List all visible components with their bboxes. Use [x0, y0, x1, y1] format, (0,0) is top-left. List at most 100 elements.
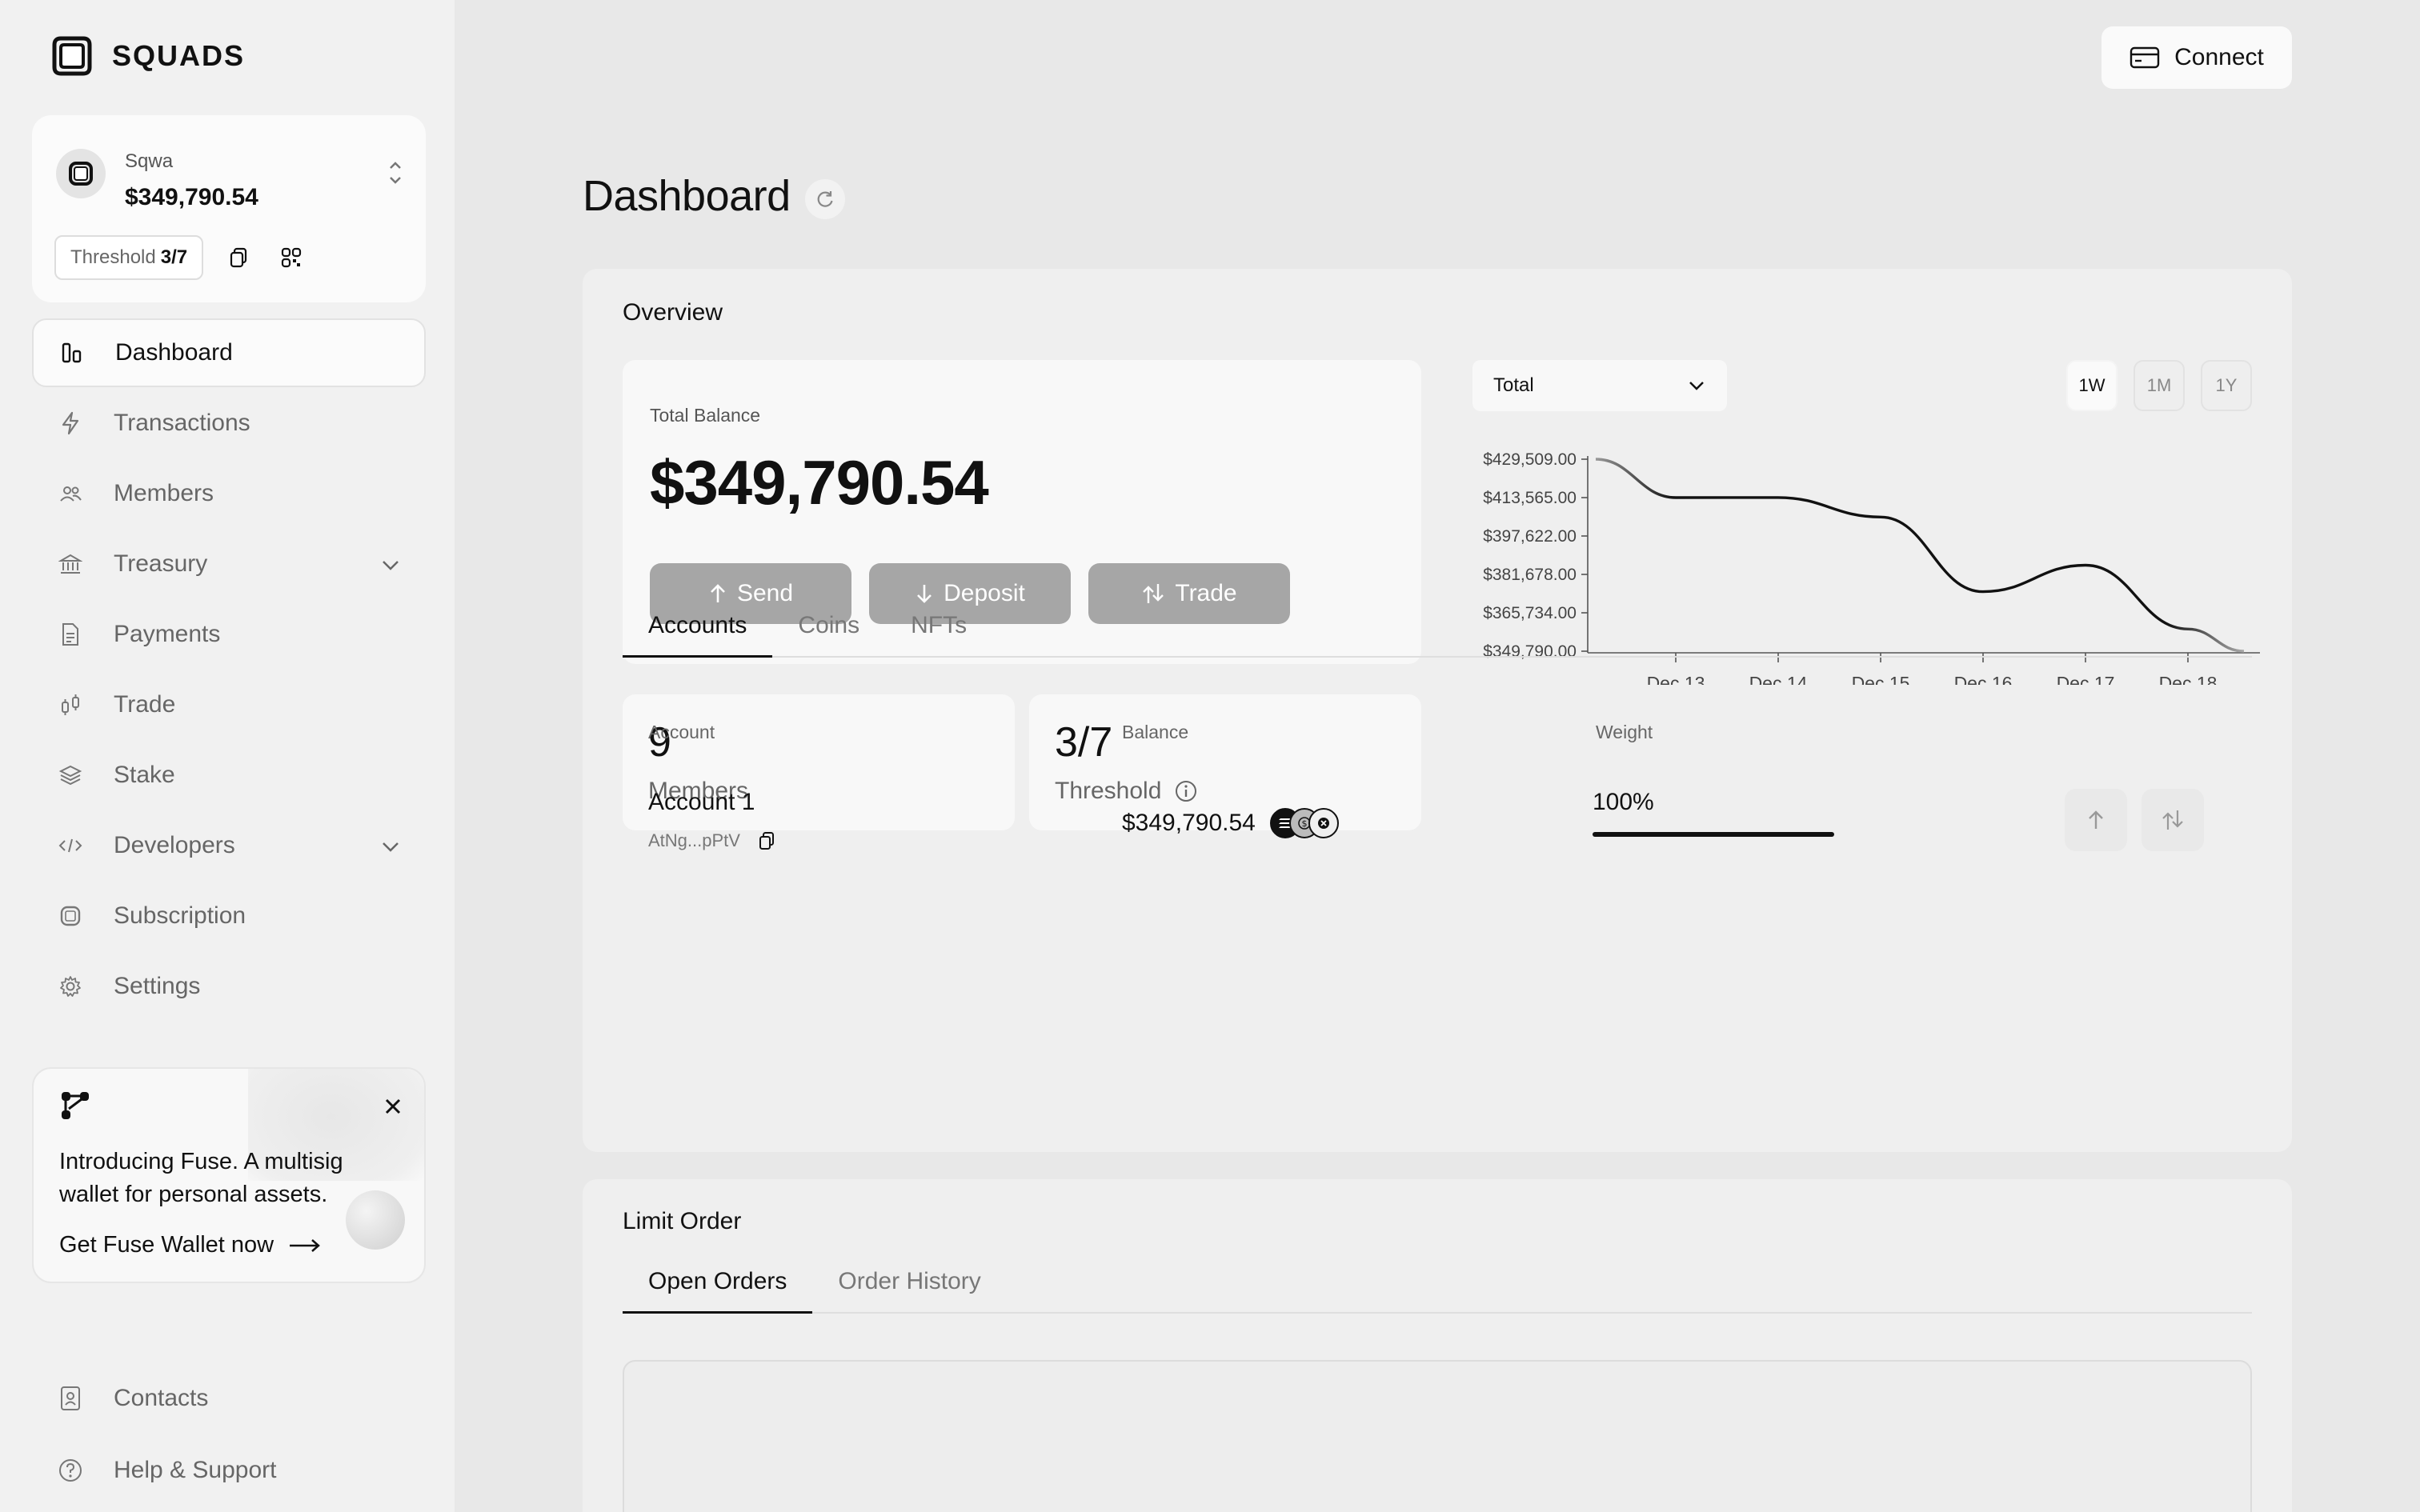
tab-coins[interactable]: Coins — [798, 612, 860, 638]
account-balance-cell: $349,790.54 $ — [1122, 808, 1339, 838]
x-tick-label: Dec 14 — [1749, 673, 1808, 685]
squads-logo-icon — [52, 36, 92, 76]
nav-item-treasury[interactable]: Treasury — [32, 530, 426, 598]
squads-icon — [58, 903, 83, 929]
limit-order-panel: Limit Order Open Orders Order History — [583, 1179, 2292, 1512]
gear-icon — [58, 974, 83, 999]
account-name: Account 1 — [648, 789, 755, 815]
tab-accounts[interactable]: Accounts — [623, 595, 773, 658]
get-fuse-link[interactable]: Get Fuse Wallet now — [59, 1232, 322, 1258]
nav-label: Members — [114, 480, 214, 506]
column-header-balance: Balance — [1122, 722, 1189, 742]
trade-label: Trade — [1175, 580, 1237, 606]
chevron-down-icon[interactable] — [379, 554, 402, 576]
swap-icon — [1143, 584, 1164, 603]
nav-item-transactions[interactable]: Transactions — [32, 389, 426, 458]
nav-label: Payments — [114, 621, 221, 647]
bottom-nav: Contacts Help & Support — [32, 1363, 426, 1507]
limit-order-tabs: Open Orders Order History — [623, 1251, 2252, 1314]
wallet-switcher[interactable]: Sqwa $349,790.54 Threshold 3/7 — [32, 115, 426, 302]
nav-label: Subscription — [114, 902, 246, 929]
range-1y-button[interactable]: 1Y — [2201, 360, 2252, 411]
card-icon — [2130, 46, 2160, 69]
promo-link-label: Get Fuse Wallet now — [59, 1232, 274, 1258]
column-header-account: Account — [648, 722, 715, 742]
promo-text: Introducing Fuse. A multisig wallet for … — [59, 1149, 343, 1207]
refresh-icon — [817, 191, 833, 207]
y-axis: $429,509.00 $413,565.00 $397,622.00 $381,67… — [1483, 450, 1589, 661]
account-send-button[interactable] — [2065, 789, 2127, 851]
lightning-icon — [58, 410, 83, 436]
fuse-logo-icon — [62, 1092, 89, 1119]
range-1w-button[interactable]: 1W — [2066, 360, 2118, 411]
chevron-down-icon[interactable] — [379, 835, 402, 858]
svg-text:$: $ — [1301, 818, 1307, 829]
x-tick-label: Dec 17 — [2057, 673, 2115, 685]
info-icon[interactable] — [1174, 779, 1198, 803]
copy-icon[interactable] — [758, 831, 775, 850]
tab-nfts[interactable]: NFTs — [911, 612, 968, 638]
nav-label: Developers — [114, 832, 235, 858]
nav-label: Dashboard — [115, 339, 233, 366]
nav-item-help[interactable]: Help & Support — [32, 1435, 426, 1506]
deposit-button[interactable]: Deposit — [869, 563, 1071, 624]
chevron-up-down-icon[interactable] — [386, 155, 405, 190]
nav-item-contacts[interactable]: Contacts — [32, 1363, 426, 1434]
nav-item-members[interactable]: Members — [32, 459, 426, 528]
weight-progress-bar — [1593, 832, 1834, 837]
nav-label: Settings — [114, 973, 201, 999]
open-orders-empty-state — [623, 1360, 2252, 1512]
trade-button[interactable]: Trade — [1088, 563, 1290, 624]
y-tick-label: $413,565.00 — [1483, 489, 1577, 507]
deposit-label: Deposit — [944, 580, 1025, 606]
threshold-stat-label: Threshold — [1055, 778, 1162, 804]
nav-item-developers[interactable]: Developers — [32, 811, 426, 880]
send-button[interactable]: Send — [650, 563, 851, 624]
range-1m-button[interactable]: 1M — [2134, 360, 2185, 411]
nav-item-settings[interactable]: Settings — [32, 952, 426, 1021]
refresh-button[interactable] — [805, 179, 845, 219]
overview-title: Overview — [623, 299, 723, 326]
copy-icon[interactable] — [224, 243, 253, 272]
tab-open-orders[interactable]: Open Orders — [623, 1251, 813, 1314]
nav-item-trade[interactable]: Trade — [32, 670, 426, 739]
members-count: 9 — [648, 719, 671, 766]
y-tick-label: $365,734.00 — [1483, 604, 1577, 622]
chart-series-select[interactable]: Total — [1472, 360, 1727, 411]
nav-item-dashboard[interactable]: Dashboard — [32, 318, 426, 387]
x-tick-label: Dec 15 — [1852, 673, 1910, 685]
layers-icon — [58, 762, 83, 788]
fuse-promo-card: Introducing Fuse. A multisig wallet for … — [32, 1067, 426, 1283]
members-icon — [58, 481, 83, 506]
x-tick-label: Dec 18 — [2159, 673, 2218, 685]
members-stat-card[interactable]: 9 Members — [623, 694, 1015, 830]
threshold-value: 3/7 — [160, 246, 188, 268]
qr-code-icon[interactable] — [277, 243, 306, 272]
y-tick-label: $397,622.00 — [1483, 527, 1577, 546]
candlestick-icon — [58, 692, 83, 718]
send-label: Send — [736, 580, 794, 606]
account-address-row: AtNg...pPtV — [648, 830, 775, 851]
sidebar: SQUADS Sqwa $349,790.54 Threshold 3/7 — [0, 0, 455, 1512]
limit-order-title: Limit Order — [623, 1208, 742, 1234]
bank-icon — [58, 551, 83, 577]
balance-series-line — [1595, 458, 2245, 653]
nav-item-stake[interactable]: Stake — [32, 741, 426, 810]
nav-item-payments[interactable]: Payments — [32, 600, 426, 669]
arrow-up-icon — [711, 584, 725, 602]
account-address: AtNg...pPtV — [648, 830, 740, 850]
account-trade-button[interactable] — [2142, 789, 2204, 851]
promo-decoration — [248, 1069, 424, 1181]
overview-panel: Overview Total Balance $349,790.54 Send … — [583, 269, 2292, 1152]
token-icon — [1308, 808, 1339, 838]
squads-icon — [69, 162, 93, 186]
threshold-stat-label-row: Threshold — [1055, 778, 1198, 805]
tab-order-history[interactable]: Order History — [838, 1268, 981, 1294]
promo-sphere-decoration — [346, 1190, 405, 1250]
brand-logo[interactable]: SQUADS — [50, 34, 245, 78]
connect-button[interactable]: Connect — [2101, 26, 2292, 89]
x-tick-label: Dec 16 — [1954, 673, 2013, 685]
close-icon[interactable] — [383, 1096, 403, 1117]
column-header-weight: Weight — [1596, 722, 1653, 742]
nav-item-subscription[interactable]: Subscription — [32, 882, 426, 950]
